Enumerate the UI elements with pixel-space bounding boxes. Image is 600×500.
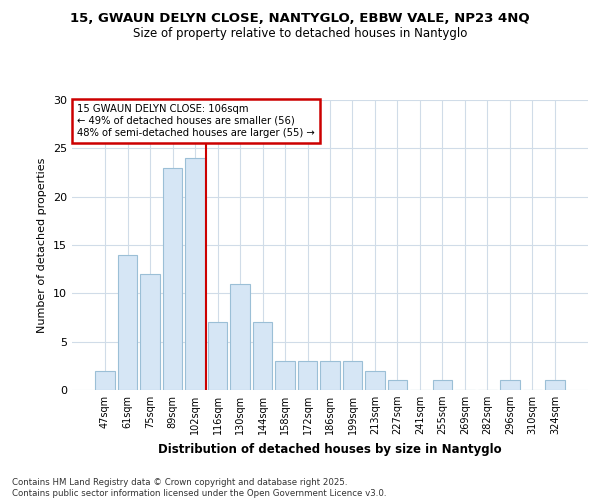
Bar bbox=[185, 158, 205, 390]
Bar bbox=[433, 380, 452, 390]
Text: 15 GWAUN DELYN CLOSE: 106sqm
← 49% of detached houses are smaller (56)
48% of se: 15 GWAUN DELYN CLOSE: 106sqm ← 49% of de… bbox=[77, 104, 315, 138]
Bar bbox=[343, 361, 362, 390]
Bar bbox=[275, 361, 295, 390]
Bar bbox=[118, 254, 137, 390]
Text: Size of property relative to detached houses in Nantyglo: Size of property relative to detached ho… bbox=[133, 28, 467, 40]
Text: Contains HM Land Registry data © Crown copyright and database right 2025.
Contai: Contains HM Land Registry data © Crown c… bbox=[12, 478, 386, 498]
Bar bbox=[140, 274, 160, 390]
Text: 15, GWAUN DELYN CLOSE, NANTYGLO, EBBW VALE, NP23 4NQ: 15, GWAUN DELYN CLOSE, NANTYGLO, EBBW VA… bbox=[70, 12, 530, 26]
Bar bbox=[298, 361, 317, 390]
Bar bbox=[208, 322, 227, 390]
Bar bbox=[163, 168, 182, 390]
Bar bbox=[320, 361, 340, 390]
X-axis label: Distribution of detached houses by size in Nantyglo: Distribution of detached houses by size … bbox=[158, 442, 502, 456]
Bar bbox=[95, 370, 115, 390]
Bar bbox=[545, 380, 565, 390]
Bar bbox=[253, 322, 272, 390]
Bar bbox=[230, 284, 250, 390]
Bar bbox=[500, 380, 520, 390]
Y-axis label: Number of detached properties: Number of detached properties bbox=[37, 158, 47, 332]
Bar bbox=[388, 380, 407, 390]
Bar bbox=[365, 370, 385, 390]
